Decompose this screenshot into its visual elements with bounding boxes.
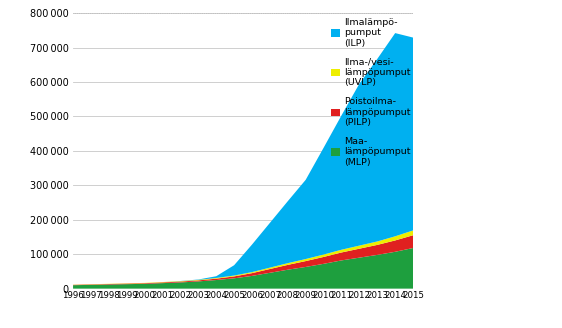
Legend: Ilmalämpö-
pumput
(ILP), Ilma-/vesi-
lämpöpumput
(UVLP), Poistoilma-
lämpöpumput: Ilmalämpö- pumput (ILP), Ilma-/vesi- läm… <box>331 18 411 167</box>
